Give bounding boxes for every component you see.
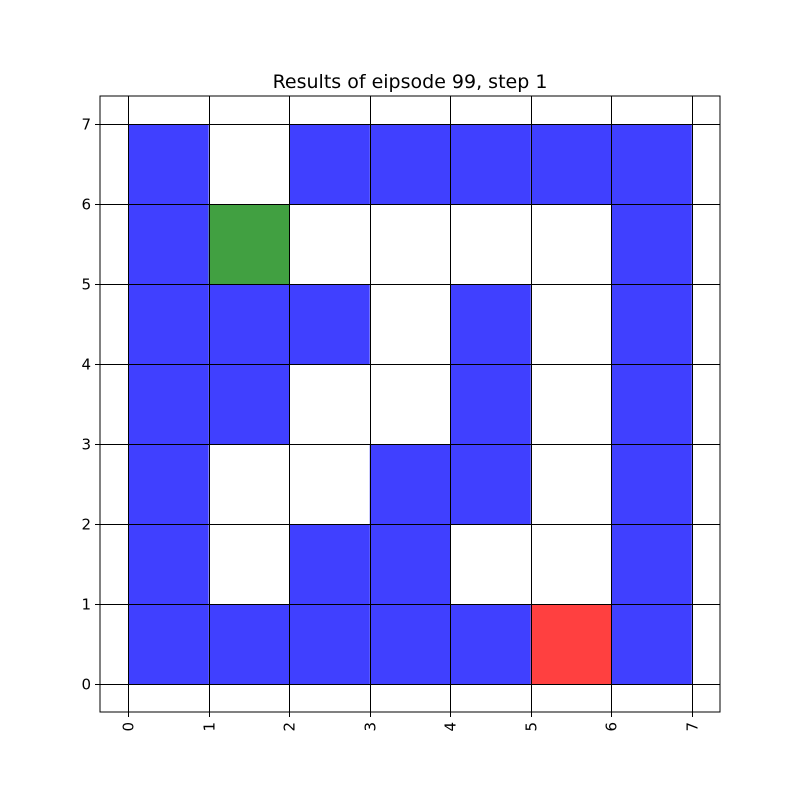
chart-title: Results of eipsode 99, step 1 (273, 71, 548, 93)
cell-wall-6-4 (611, 284, 692, 364)
cell-wall-4-4 (450, 284, 531, 364)
x-tick-label-2: 2 (281, 722, 299, 732)
y-tick-label-3: 3 (81, 436, 91, 454)
x-tick-label-0: 0 (120, 722, 138, 732)
cell-wall-6-2 (611, 444, 692, 524)
x-tick-label-3: 3 (362, 722, 380, 732)
plot-frame (99, 95, 721, 713)
cell-wall-3-6 (369, 124, 451, 204)
grid-layer (100, 96, 720, 712)
x-tick-label-5: 5 (523, 722, 541, 732)
cell-wall-0-6 (128, 124, 209, 204)
y-tick-label-1: 1 (81, 596, 91, 614)
ticks-layer: 0 1 2 3 4 5 6 7 0 1 2 3 4 5 6 7 (81, 116, 701, 732)
cell-wall-0-1 (128, 524, 209, 604)
cell-wall-4-3 (450, 364, 531, 444)
x-tick-label-4: 4 (442, 722, 460, 732)
cell-wall-0-2 (128, 444, 209, 524)
cells-layer (128, 124, 692, 684)
cell-wall-2-6 (289, 124, 370, 204)
cell-goal-5-0 (530, 604, 612, 684)
y-tick-label-5: 5 (81, 276, 91, 294)
x-tick-label-6: 6 (603, 722, 621, 732)
cell-wall-4-2 (450, 444, 531, 524)
y-tick-label-4: 4 (81, 356, 91, 374)
cell-wall-0-4 (128, 284, 209, 364)
cell-wall-3-1 (369, 524, 451, 604)
cell-wall-4-0 (450, 604, 531, 684)
cell-wall-2-0 (289, 604, 370, 684)
cell-wall-5-6 (530, 124, 612, 204)
cell-wall-1-3 (208, 364, 290, 444)
cell-wall-6-5 (611, 204, 692, 284)
x-tick-label-7: 7 (684, 722, 702, 732)
cell-wall-0-5 (128, 204, 209, 284)
cell-wall-6-3 (611, 364, 692, 444)
y-tick-label-0: 0 (81, 676, 91, 694)
cell-wall-1-0 (208, 604, 290, 684)
cell-wall-0-3 (128, 364, 209, 444)
cell-wall-4-6 (450, 124, 531, 204)
cell-wall-6-0 (611, 604, 692, 684)
cell-wall-3-2 (369, 444, 451, 524)
cell-wall-2-4 (289, 284, 370, 364)
y-tick-label-7: 7 (81, 116, 91, 134)
cell-agent-1-5 (208, 204, 290, 284)
y-tick-label-2: 2 (81, 516, 91, 534)
cell-wall-6-1 (611, 524, 692, 604)
cell-wall-3-0 (369, 604, 451, 684)
cell-wall-6-6 (611, 124, 692, 204)
cell-wall-2-1 (289, 524, 370, 604)
cell-wall-1-4 (208, 284, 290, 364)
x-tick-label-1: 1 (201, 722, 219, 732)
cell-wall-0-0 (128, 604, 209, 684)
y-tick-label-6: 6 (81, 196, 91, 214)
